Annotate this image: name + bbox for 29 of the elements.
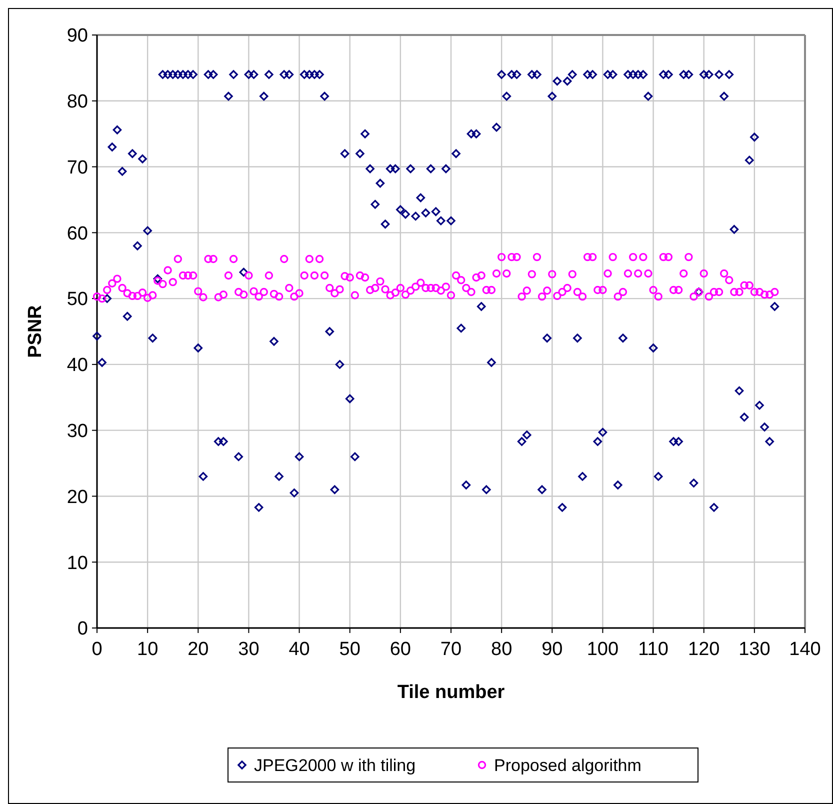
- y-tick-label: 60: [66, 223, 88, 244]
- x-tick-label: 120: [688, 639, 720, 660]
- x-tick-label: 10: [137, 639, 158, 660]
- x-tick-label: 80: [491, 639, 512, 660]
- x-axis-title: Tile number: [397, 682, 506, 703]
- y-tick-label: 20: [66, 486, 88, 508]
- y-tick-label: 0: [77, 618, 88, 640]
- y-tick-label: 80: [66, 92, 88, 113]
- x-tick-label: 130: [738, 639, 770, 660]
- y-tick-label: 40: [66, 355, 88, 376]
- y-tick-label: 70: [66, 157, 88, 178]
- x-tick-label: 60: [390, 639, 411, 660]
- y-axis-title: PSNR: [25, 304, 46, 358]
- x-tick-label: 30: [238, 639, 260, 660]
- y-tick-label: 10: [66, 552, 88, 574]
- x-tick-label: 50: [339, 639, 360, 660]
- y-tick-label: 30: [66, 420, 88, 442]
- x-tick-label: 140: [789, 639, 821, 660]
- x-tick-label: 20: [188, 639, 209, 660]
- x-tick-label: 70: [440, 639, 462, 660]
- x-tick-label: 100: [586, 639, 619, 660]
- legend-label: JPEG2000 w ith tiling: [254, 756, 416, 775]
- y-tick-label: 90: [66, 26, 88, 47]
- x-tick-label: 90: [542, 639, 563, 660]
- x-tick-label: 110: [638, 639, 668, 660]
- y-tick-label: 50: [66, 289, 88, 310]
- x-tick-label: 40: [288, 639, 310, 660]
- legend-label: Proposed algorithm: [494, 756, 642, 775]
- x-tick-label: 0: [92, 639, 102, 660]
